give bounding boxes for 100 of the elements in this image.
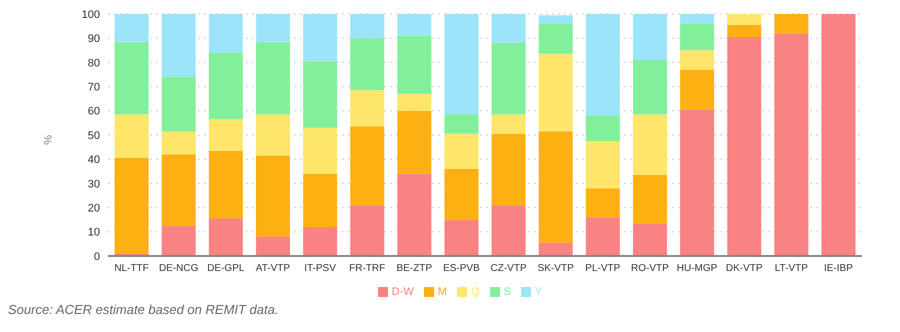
x-tick-label: LT-VTP xyxy=(774,263,808,274)
bar xyxy=(162,14,196,77)
x-tick-label: PL-VTP xyxy=(585,263,621,274)
legend-label: D-W xyxy=(392,286,414,298)
bar xyxy=(492,205,526,256)
legend-label: Q xyxy=(470,286,480,298)
bar xyxy=(208,52,243,120)
x-tick-label: IE-IBP xyxy=(824,263,854,274)
bar xyxy=(727,14,762,25)
y-axis-title: % xyxy=(41,135,54,145)
bar xyxy=(397,14,432,36)
bar xyxy=(538,24,573,54)
bar xyxy=(774,14,808,34)
bar xyxy=(397,36,432,94)
bar xyxy=(256,14,290,42)
y-tick-label: 40 xyxy=(88,154,100,166)
y-tick-label: 10 xyxy=(88,226,100,239)
bar xyxy=(162,131,196,154)
bar xyxy=(680,110,714,256)
x-tick-label: BE-ZTP xyxy=(396,263,432,274)
bar xyxy=(114,114,149,158)
bar xyxy=(114,158,149,254)
bar xyxy=(492,114,526,134)
bar xyxy=(444,168,478,220)
bar xyxy=(162,154,196,226)
x-tick-label: CZ-VTP xyxy=(490,263,527,274)
x-tick-label: RO-VTP xyxy=(631,263,670,274)
bar xyxy=(680,14,714,24)
bar xyxy=(208,119,243,151)
bar xyxy=(397,174,432,256)
bar xyxy=(492,43,526,114)
bar xyxy=(774,33,808,256)
x-tick-label: ES-PVB xyxy=(443,263,480,274)
bar xyxy=(632,223,667,256)
bar xyxy=(680,70,714,110)
bar xyxy=(632,114,667,175)
bar xyxy=(632,14,667,60)
bar xyxy=(586,116,620,142)
bar xyxy=(256,236,290,256)
bar xyxy=(256,114,290,156)
y-tick-label: 20 xyxy=(88,202,100,215)
bar xyxy=(586,14,620,116)
bar xyxy=(397,110,432,174)
x-tick-label: DE-NCG xyxy=(158,263,199,274)
x-tick-label: IT-PSV xyxy=(304,263,336,274)
bar xyxy=(303,61,338,128)
bar xyxy=(727,24,762,37)
bar xyxy=(680,50,714,70)
y-tick-label: 70 xyxy=(88,82,100,94)
bar xyxy=(492,134,526,206)
x-tick-label: AT-VTP xyxy=(256,263,290,274)
bar xyxy=(350,205,384,256)
bar xyxy=(256,156,290,237)
bar xyxy=(208,150,243,218)
y-tick-label: 100 xyxy=(82,8,100,21)
bar xyxy=(444,14,478,114)
bar xyxy=(350,14,384,38)
bar xyxy=(444,134,478,169)
bar xyxy=(586,141,620,188)
y-tick-label: 90 xyxy=(88,33,100,46)
y-tick-label: 50 xyxy=(88,130,100,142)
bar xyxy=(303,174,338,227)
x-tick-label: DE-GPL xyxy=(207,263,245,274)
bar xyxy=(303,128,338,174)
x-tick-label: SK-VTP xyxy=(538,263,574,274)
bar xyxy=(444,220,478,256)
bar xyxy=(538,54,573,132)
legend-label: Y xyxy=(534,286,542,298)
bar xyxy=(444,114,478,134)
bar xyxy=(538,15,573,24)
x-tick-label: HU-MGP xyxy=(676,263,718,274)
bar xyxy=(350,90,384,127)
bar xyxy=(303,14,338,62)
bar xyxy=(538,242,573,256)
bar xyxy=(162,76,196,132)
bar xyxy=(114,14,149,42)
x-tick-label: FR-TRF xyxy=(349,263,386,274)
legend-label: M xyxy=(438,286,447,298)
bar xyxy=(256,42,290,114)
x-tick-label: DK-VTP xyxy=(726,263,763,274)
source-note: Source: ACER estimate based on REMIT data. xyxy=(8,302,280,317)
bar xyxy=(586,217,620,256)
y-tick-label: 80 xyxy=(88,57,100,70)
bar xyxy=(680,24,714,50)
bar xyxy=(397,94,432,111)
bar xyxy=(632,60,667,114)
bar xyxy=(162,226,196,256)
bar xyxy=(114,42,149,114)
bar xyxy=(538,131,573,243)
bar xyxy=(821,14,856,256)
bar xyxy=(208,14,243,53)
legend-label: S xyxy=(504,286,511,298)
x-tick-label: NL-TTF xyxy=(114,263,149,274)
bar xyxy=(727,36,762,256)
bar xyxy=(350,126,384,206)
bar xyxy=(350,38,384,90)
bar xyxy=(492,14,526,44)
bar xyxy=(208,218,243,256)
y-tick-label: 0 xyxy=(94,250,100,263)
bar xyxy=(632,174,667,224)
